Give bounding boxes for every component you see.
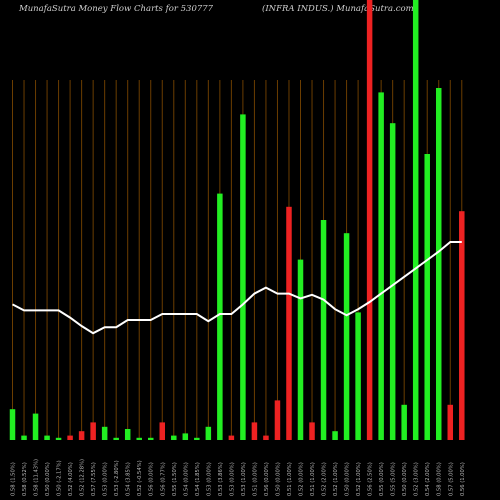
volume-bar bbox=[194, 437, 200, 440]
x-tick-label: 0.55 (0.00%) bbox=[379, 462, 385, 496]
x-tick-label: 0.53 (-2.80%) bbox=[114, 460, 120, 496]
x-tick-label: 0.53 (0.00%) bbox=[229, 462, 235, 496]
volume-bar bbox=[171, 435, 177, 440]
x-tick-label: 0.52 (-0.54%) bbox=[137, 460, 143, 496]
volume-bar bbox=[32, 413, 39, 440]
chart-subtitle: (INFRA INDUS.) MunafaSutra.com bbox=[262, 4, 414, 14]
volume-bar bbox=[44, 435, 50, 440]
volume-bar bbox=[182, 433, 189, 440]
volume-bar bbox=[320, 220, 327, 440]
volume-bar bbox=[217, 193, 223, 440]
volume-bar bbox=[401, 404, 407, 440]
volume-bar bbox=[159, 422, 166, 440]
volume-bar bbox=[263, 435, 269, 440]
volume-bar bbox=[332, 431, 338, 440]
x-tick-label: 0.58 (0.52%) bbox=[22, 462, 28, 496]
x-tick-label: 0.52 (2.00%) bbox=[322, 462, 328, 496]
volume-bar bbox=[274, 400, 281, 440]
volume-bar bbox=[424, 154, 430, 440]
x-tick-label: 0.56 (1.00%) bbox=[460, 462, 466, 496]
volume-bar bbox=[9, 409, 16, 440]
volume-bar bbox=[240, 114, 246, 441]
x-tick-label: 0.51 (1.00%) bbox=[310, 462, 316, 496]
x-tick-label: 0.53 (0.00%) bbox=[103, 462, 109, 496]
x-tick-label: 0.56 (0.00%) bbox=[149, 462, 155, 496]
x-tick-label: 0.57 (7.55%) bbox=[91, 462, 97, 496]
x-tick-label: 0.56 (0.77%) bbox=[160, 462, 166, 496]
x-tick-label: 0.56 (0.00%) bbox=[264, 462, 270, 496]
x-tick-label: 0.52 (3.00%) bbox=[414, 462, 420, 496]
x-tick-label: 0.50 (-2.17%) bbox=[57, 460, 63, 496]
x-tick-label: 0.54 (2.00%) bbox=[425, 462, 431, 496]
x-tick-label: 0.50 (0.00%) bbox=[345, 462, 351, 496]
volume-bar bbox=[205, 426, 212, 440]
x-tick-label: 0.53 (1.00%) bbox=[241, 462, 247, 496]
x-tick-label: 0.51 (1.00%) bbox=[287, 462, 293, 496]
x-tick-label: 0.55 (1.50%) bbox=[172, 462, 178, 496]
volume-bar bbox=[147, 437, 154, 440]
volume-bar bbox=[435, 88, 442, 440]
chart-title: MunafaSutra Money Flow Charts for 530777 bbox=[19, 4, 214, 14]
x-tick-label: 0.52 (4.00%) bbox=[68, 462, 74, 496]
x-tick-label: 0.58 (0.00%) bbox=[437, 462, 443, 496]
volume-bar bbox=[55, 437, 62, 440]
volume-bar bbox=[412, 0, 419, 440]
x-tick-label: 0.52 (0.00%) bbox=[299, 462, 305, 496]
x-tick-label: 0.54 (3.85%) bbox=[126, 462, 132, 496]
x-tick-label: 0.58 (1.50%) bbox=[11, 462, 17, 496]
x-tick-label: 0.54 (0.00%) bbox=[183, 462, 189, 496]
volume-bar bbox=[113, 437, 119, 440]
volume-bar bbox=[286, 206, 292, 440]
volume-bar bbox=[136, 437, 142, 440]
x-tick-label: 0.50 (0.00%) bbox=[275, 462, 281, 496]
volume-bar bbox=[90, 422, 96, 440]
volume-bar bbox=[78, 431, 85, 440]
x-tick-label: 0.58 (11.43%) bbox=[34, 459, 40, 496]
volume-bar bbox=[297, 259, 304, 440]
money-flow-line bbox=[12, 241, 462, 335]
x-tick-label: 0.52 (1.00%) bbox=[356, 462, 362, 496]
x-tick-label: 0.55 (5.00%) bbox=[391, 462, 397, 496]
volume-bar bbox=[228, 435, 235, 440]
volume-bar bbox=[101, 426, 108, 440]
volume-bar bbox=[389, 123, 396, 440]
x-tick-label: 0.50 (0.00%) bbox=[402, 462, 408, 496]
volume-bar bbox=[124, 429, 131, 440]
volume-bar bbox=[366, 0, 373, 440]
x-tick-label: 0.52 (12.28%) bbox=[80, 459, 86, 496]
x-tick-label: 0.53 (0.00%) bbox=[206, 462, 212, 496]
volume-bar bbox=[309, 422, 315, 440]
volume-bar bbox=[447, 404, 454, 440]
x-tick-label: 0.53 (3.86%) bbox=[218, 462, 224, 496]
volume-bar bbox=[343, 233, 350, 440]
volume-bar bbox=[21, 435, 27, 440]
x-tick-label: 0.56 (2.50%) bbox=[368, 462, 374, 496]
volume-bar bbox=[378, 92, 384, 441]
x-tick-label: 0.57 (5.00%) bbox=[448, 462, 454, 496]
x-tick-label: 0.54 (1.85%) bbox=[195, 462, 201, 496]
x-tick-label: 0.51 (0.00%) bbox=[252, 462, 258, 496]
x-tick-label: 0.50 (0.00%) bbox=[45, 462, 51, 496]
volume-bar bbox=[251, 422, 258, 440]
volume-bar bbox=[355, 312, 361, 440]
volume-bar bbox=[67, 435, 73, 440]
x-tick-label: 0.52 (1.00%) bbox=[333, 462, 339, 496]
volume-bar bbox=[459, 211, 465, 440]
